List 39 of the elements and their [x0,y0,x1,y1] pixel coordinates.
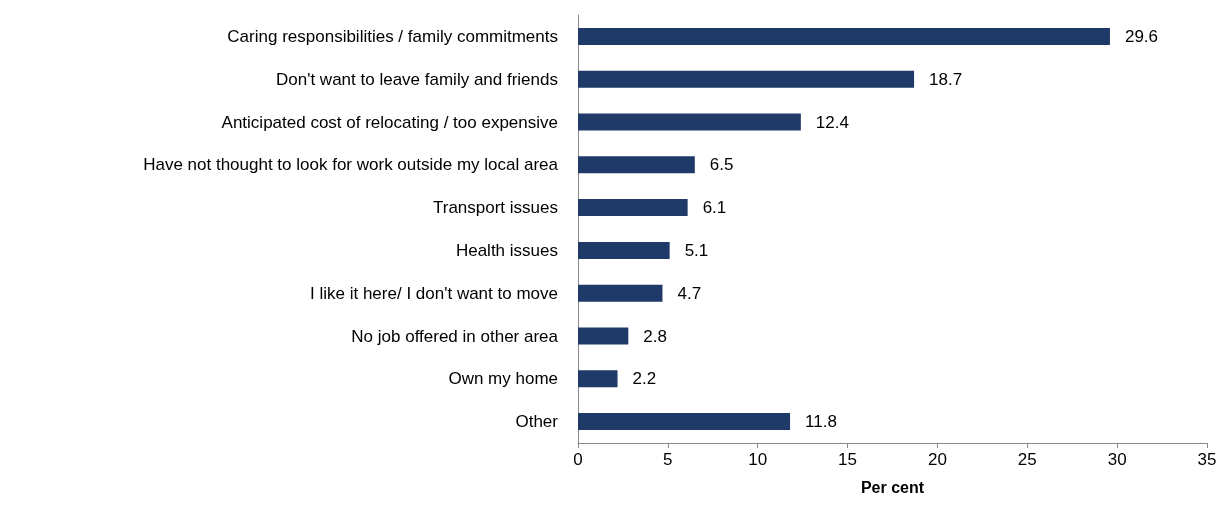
y-tick-label: No job offered in other area [351,326,559,346]
bar [578,27,1110,45]
bar [578,156,695,174]
y-tick-label: Own my home [448,369,558,389]
y-tick-label: Don't want to leave family and friends [275,69,558,89]
data-label: 6.1 [702,198,727,218]
y-tick-label: Transport issues [432,198,558,218]
data-label: 4.7 [677,283,702,303]
y-tick-label: Other [515,412,559,432]
x-tick-label: 15 [838,450,858,469]
x-axis-title: Per cent [860,478,925,496]
y-tick-label: I like it here/ I don't want to move [310,283,558,303]
data-label: 11.8 [805,412,837,432]
x-tick-label: 35 [1197,450,1217,469]
y-tick-label: Have not thought to look for work outside my local area [143,155,559,175]
data-label: 12.4 [815,112,849,132]
bar [578,370,618,388]
data-label: 2.8 [643,326,667,346]
bar [578,199,688,217]
x-tick-label: 20 [927,450,947,469]
x-tick-label: 5 [663,450,673,469]
y-tick-label: Caring responsibilities / family commitments [227,26,558,46]
y-tick-label: Anticipated cost of relocating / too expensive [221,112,558,132]
data-label: 2.2 [632,369,657,389]
x-tick-label: 25 [1017,450,1037,469]
bar [578,113,801,131]
bar [578,70,915,88]
x-tick-label: 30 [1107,450,1127,469]
bar [578,327,629,345]
bar [578,413,791,431]
data-label: 29.6 [1124,26,1159,46]
bar [578,241,670,259]
data-label: 5.1 [684,240,709,260]
data-label: 18.7 [929,69,963,89]
bar [578,284,663,302]
data-label: 6.5 [709,155,734,175]
y-tick-label: Health issues [455,240,558,260]
x-tick-label: 10 [748,450,768,469]
x-tick-label: 0 [573,450,583,469]
